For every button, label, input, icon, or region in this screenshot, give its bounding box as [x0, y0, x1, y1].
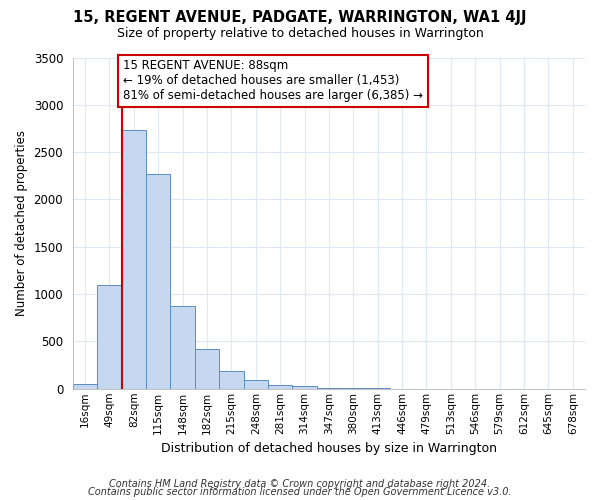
Text: Contains public sector information licensed under the Open Government Licence v3: Contains public sector information licen…	[88, 487, 512, 497]
Bar	[97, 284, 122, 389]
Bar	[73, 384, 97, 389]
Text: 15, REGENT AVENUE, PADGATE, WARRINGTON, WA1 4JJ: 15, REGENT AVENUE, PADGATE, WARRINGTON, …	[73, 10, 527, 25]
Text: Size of property relative to detached houses in Warrington: Size of property relative to detached ho…	[116, 28, 484, 40]
Bar	[317, 388, 341, 389]
Bar	[195, 349, 219, 389]
Y-axis label: Number of detached properties: Number of detached properties	[15, 130, 28, 316]
X-axis label: Distribution of detached houses by size in Warrington: Distribution of detached houses by size …	[161, 442, 497, 455]
Bar	[146, 174, 170, 389]
Bar	[268, 385, 292, 389]
Text: Contains HM Land Registry data © Crown copyright and database right 2024.: Contains HM Land Registry data © Crown c…	[109, 479, 491, 489]
Bar	[244, 380, 268, 389]
Bar	[170, 306, 195, 389]
Bar	[292, 386, 317, 389]
Bar	[219, 372, 244, 389]
Text: 15 REGENT AVENUE: 88sqm
← 19% of detached houses are smaller (1,453)
81% of semi: 15 REGENT AVENUE: 88sqm ← 19% of detache…	[123, 60, 423, 102]
Bar	[122, 130, 146, 389]
